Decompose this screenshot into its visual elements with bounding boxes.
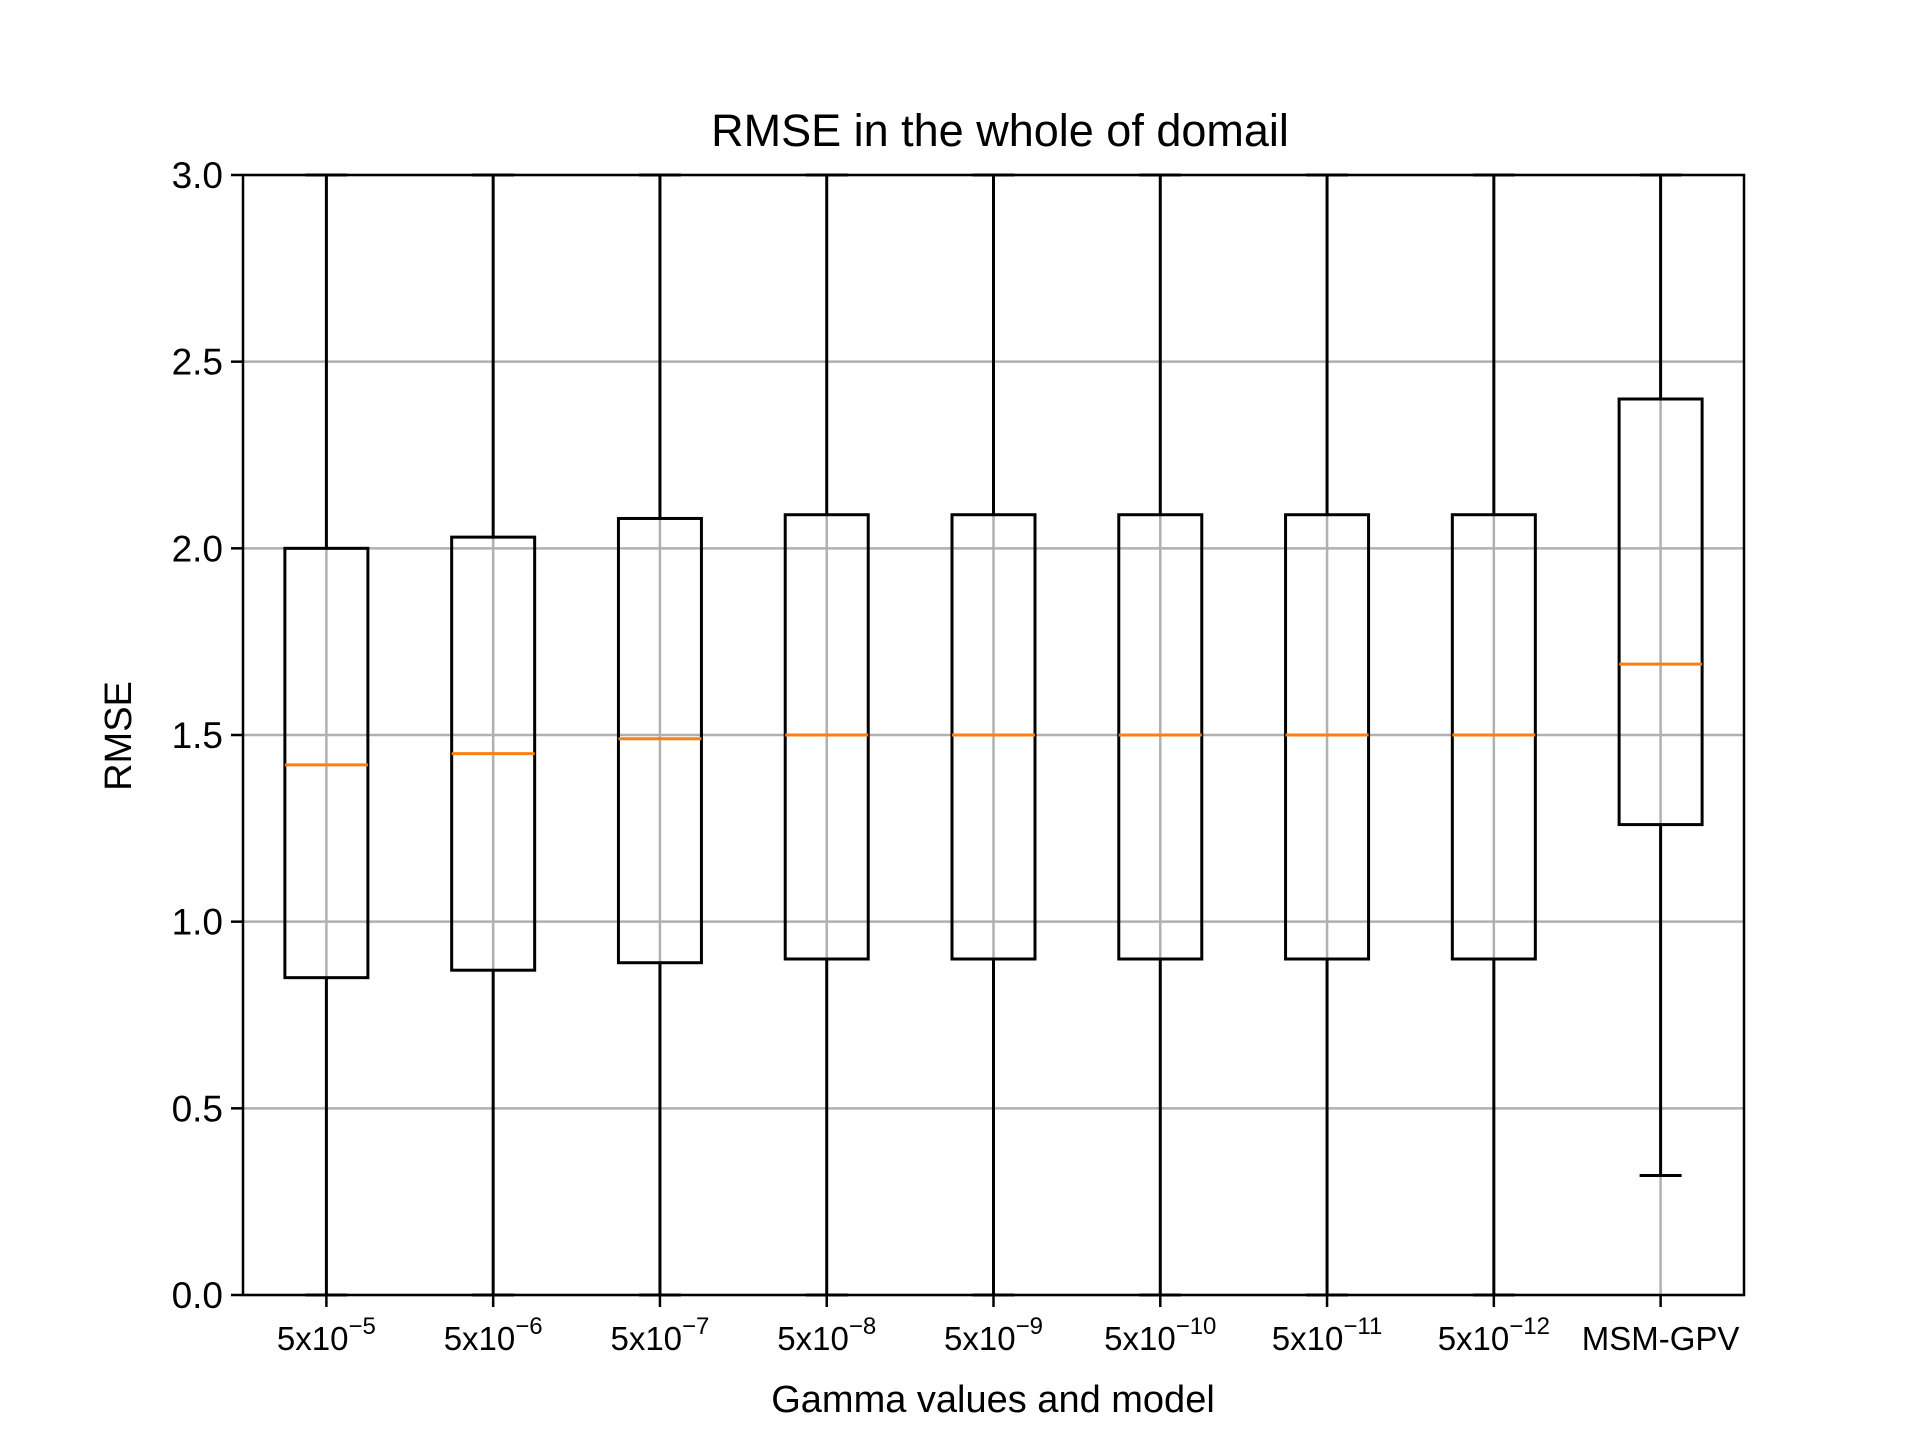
box-group <box>783 173 870 1297</box>
x-tick-label: 5x10−6 <box>444 1313 543 1357</box>
x-tick-label-exponent: −12 <box>1509 1313 1550 1340</box>
x-tick-label-exponent: −5 <box>348 1313 375 1340</box>
x-tick-label-exponent: −7 <box>682 1313 709 1340</box>
x-tick-label: 5x10−10 <box>1104 1313 1216 1357</box>
x-tick-label-base: 5x10 <box>944 1320 1016 1357</box>
x-tick-label-base: 5x10 <box>777 1320 849 1357</box>
box-group <box>283 173 370 1297</box>
box-rect <box>950 513 1037 961</box>
box-group <box>616 173 703 1297</box>
box-rect <box>1117 513 1204 961</box>
box-rect <box>283 546 370 980</box>
y-axis-label: RMSE <box>98 681 140 791</box>
box-rect <box>783 513 870 961</box>
box-rect <box>1284 513 1371 961</box>
box-rect <box>616 516 703 965</box>
x-tick-label-base: 5x10 <box>610 1320 682 1357</box>
x-tick-label-base: 5x10 <box>1272 1320 1344 1357</box>
x-tick-label-exponent: −11 <box>1343 1313 1382 1340</box>
y-tick-label: 1.0 <box>172 902 223 943</box>
x-tick-label-base: 5x10 <box>1438 1320 1510 1357</box>
x-tick-label: 5x10−7 <box>610 1313 709 1357</box>
x-tick-label: 5x10−8 <box>777 1313 876 1357</box>
y-tick-label: 2.5 <box>172 342 223 383</box>
y-tick-label: 2.0 <box>172 528 223 569</box>
box-group <box>1617 173 1704 1178</box>
x-tick-label-exponent: −10 <box>1176 1313 1217 1340</box>
box-rect <box>1450 513 1537 961</box>
x-tick-label: MSM-GPV <box>1582 1320 1740 1357</box>
x-tick-label-base: MSM-GPV <box>1582 1320 1740 1357</box>
x-tick-label-exponent: −8 <box>849 1313 876 1340</box>
x-tick-label: 5x10−11 <box>1272 1313 1383 1357</box>
x-tick-label-base: 5x10 <box>1104 1320 1176 1357</box>
x-tick-label-exponent: −6 <box>515 1313 542 1340</box>
box-rect <box>1617 397 1704 827</box>
box-group <box>1450 173 1537 1297</box>
x-tick-label-base: 5x10 <box>277 1320 349 1357</box>
x-tick-label: 5x10−12 <box>1438 1313 1550 1357</box>
y-tick-label: 0.5 <box>172 1088 223 1129</box>
x-axis-label: Gamma values and model <box>771 1379 1215 1421</box>
x-tick-label: 5x10−5 <box>277 1313 376 1357</box>
box-group <box>1284 173 1371 1297</box>
y-tick-label: 1.5 <box>172 715 223 756</box>
x-tick-label-exponent: −9 <box>1016 1313 1043 1340</box>
y-tick-label: 0.0 <box>172 1275 223 1316</box>
box-group <box>1117 173 1204 1297</box>
y-tick-label: 3.0 <box>172 155 223 196</box>
box-group <box>950 173 1037 1297</box>
x-tick-label: 5x10−9 <box>944 1313 1043 1357</box>
chart-title: RMSE in the whole of domail <box>711 105 1289 156</box>
x-tick-label-base: 5x10 <box>444 1320 516 1357</box>
